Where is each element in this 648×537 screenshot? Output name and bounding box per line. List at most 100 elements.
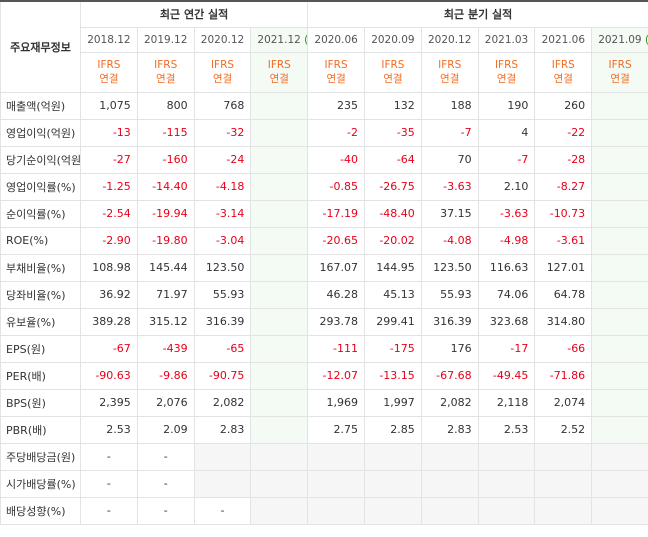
value-cell: -10.73 [534,199,593,228]
value-cell: - [80,469,138,498]
value-cell: 45.13 [364,280,422,309]
value-cell [250,226,309,255]
table-row: 영업이익(억원) -13 -115 -32 -2 -35 -7 4 -22 [0,118,648,147]
value-cell [420,469,479,498]
ifrs-label: IFRS [608,59,632,71]
value-cell: 2,118 [477,388,536,417]
value-cell [307,469,365,498]
value-cell: -439 [136,334,195,363]
value-cell: -2.90 [80,226,138,255]
value-cell: -13 [80,118,138,147]
ifrs-header: IFRS 연결 [193,51,252,93]
consolidated-label: 연결 [156,73,176,85]
value-cell: 127.01 [534,253,593,282]
value-cell: 167.07 [307,253,365,282]
table-row: 배당성향(%) - - - [0,496,648,525]
table-row: 유보율(%) 389.28 315.12 316.39 293.78 299.41 316.… [0,307,648,336]
estimate-mark: (E) [645,34,648,46]
value-cell: -7 [477,145,536,174]
value-cell: -4.18 [193,172,252,201]
value-cell: -67 [80,334,138,363]
row-label: 영업이익(억원) [0,118,81,147]
ifrs-label: IFRS [551,59,575,71]
value-cell [591,199,648,228]
value-cell: 314.80 [534,307,593,336]
value-cell: 145.44 [136,253,195,282]
row-label: 당기순이익(억원) [0,145,81,174]
value-cell [250,496,309,525]
table-row: 주당배당금(원) - - [0,442,648,471]
table-row: 당기순이익(억원) -27 -160 -24 -40 -64 70 -7 -28 [0,145,648,174]
row-label: 순이익률(%) [0,199,81,228]
value-cell: 293.78 [307,307,365,336]
value-cell [591,145,648,174]
value-cell: -14.40 [136,172,195,201]
value-cell [534,496,593,525]
value-cell: 46.28 [307,280,365,309]
value-cell: -20.02 [364,226,422,255]
period-label: 2020.09 [371,33,415,46]
value-cell [591,226,648,255]
value-cell: -4.08 [420,226,479,255]
value-cell: -40 [307,145,365,174]
value-cell: - [136,496,195,525]
value-cell: -13.15 [364,361,422,390]
value-cell: 4 [477,118,536,147]
value-cell: 70 [420,145,479,174]
value-cell: -3.63 [420,172,479,201]
value-cell: 315.12 [136,307,195,336]
table-row: PER(배) -90.63 -9.86 -90.75 -12.07 -13.15 -67.6… [0,361,648,390]
value-cell: 144.95 [364,253,422,282]
value-cell: -67.68 [420,361,479,390]
value-cell [477,469,536,498]
value-cell: 1,075 [80,91,138,120]
period-header: 2019.12 [136,26,195,53]
value-cell: -49.45 [477,361,536,390]
value-cell [591,334,648,363]
value-cell: 188 [420,91,479,120]
value-cell: -175 [364,334,422,363]
ifrs-label: IFRS [154,59,178,71]
quarter-group-title: 최근 분기 실적 [307,0,648,28]
value-cell: -3.14 [193,199,252,228]
value-cell: 2,082 [193,388,252,417]
value-cell: -35 [364,118,422,147]
value-cell: 74.06 [477,280,536,309]
ifrs-header: IFRS 연결 [420,51,479,93]
row-header-title: 주요재무정보 [0,0,81,93]
row-label: 배당성향(%) [0,496,81,525]
period-label: 2018.12 [87,33,131,46]
value-cell: 2.10 [477,172,536,201]
value-cell: 2,074 [534,388,593,417]
table-row: 순이익률(%) -2.54 -19.94 -3.14 -17.19 -48.40 37.15… [0,199,648,228]
value-cell [250,199,309,228]
value-cell [250,253,309,282]
value-cell: 316.39 [420,307,479,336]
value-cell: -20.65 [307,226,365,255]
row-label: PBR(배) [0,415,81,444]
consolidated-label: 연결 [326,73,346,85]
period-label: 2020.12 [200,33,245,46]
table-row: EPS(원) -67 -439 -65 -111 -175 176 -17 -66 [0,334,648,363]
value-cell: 2.75 [307,415,365,444]
value-cell [591,388,648,417]
value-cell: 2,082 [420,388,479,417]
value-cell: -160 [136,145,195,174]
value-cell: - [80,496,138,525]
value-cell: 1,997 [364,388,422,417]
period-header: 2021.03 [477,26,536,53]
value-cell: -64 [364,145,422,174]
value-cell [250,388,309,417]
value-cell: 36.92 [80,280,138,309]
value-cell: -0.85 [307,172,365,201]
row-label: 매출액(억원) [0,91,81,120]
consolidated-label: 연결 [553,73,573,85]
value-cell [591,91,648,120]
table-row: BPS(원) 2,395 2,076 2,082 1,969 1,997 2,082 2,11… [0,388,648,417]
value-cell [591,280,648,309]
period-label: 2019.12 [143,33,188,46]
value-cell: -48.40 [364,199,422,228]
value-cell: 37.15 [420,199,479,228]
value-cell [250,361,309,390]
value-cell [591,172,648,201]
